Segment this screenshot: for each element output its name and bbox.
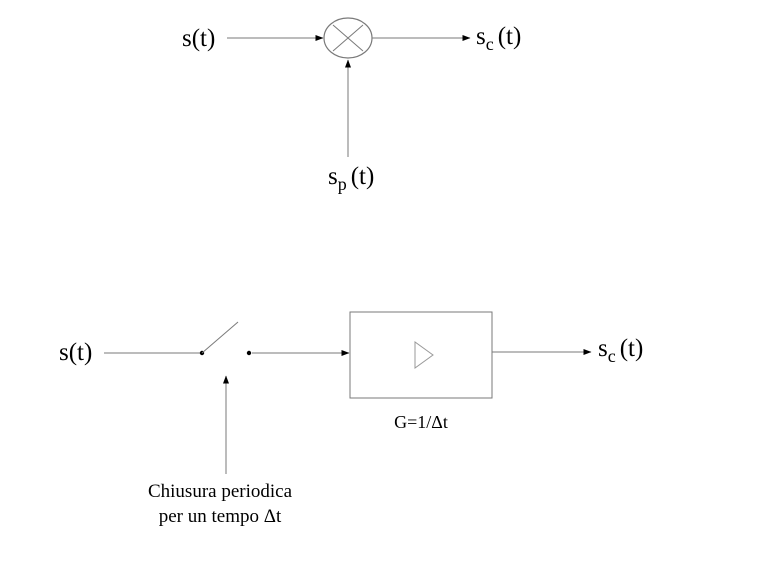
top-output-label: sc (t) <box>476 23 521 54</box>
bottom-input-label: s(t) <box>59 339 92 366</box>
top-input-label: s(t) <box>182 25 215 52</box>
triangle-amplifier-icon <box>414 341 434 369</box>
switch-icon <box>199 321 252 356</box>
pulse-label: sp (t) <box>328 163 374 194</box>
switch-note-line1: Chiusura periodica <box>148 481 293 502</box>
multiplier-diagram: s(t) sc (t) sp (t) <box>182 17 521 194</box>
switch-diagram: s(t) sc (t) G=1/Δt Chiusura periodica per… <box>59 311 643 527</box>
switch-note-line2: per un tempo Δt <box>159 506 282 527</box>
amplifier-block <box>349 311 493 399</box>
multiplier-icon <box>323 17 373 59</box>
gain-label: G=1/Δt <box>394 412 448 432</box>
bottom-output-label: sc (t) <box>598 335 643 366</box>
